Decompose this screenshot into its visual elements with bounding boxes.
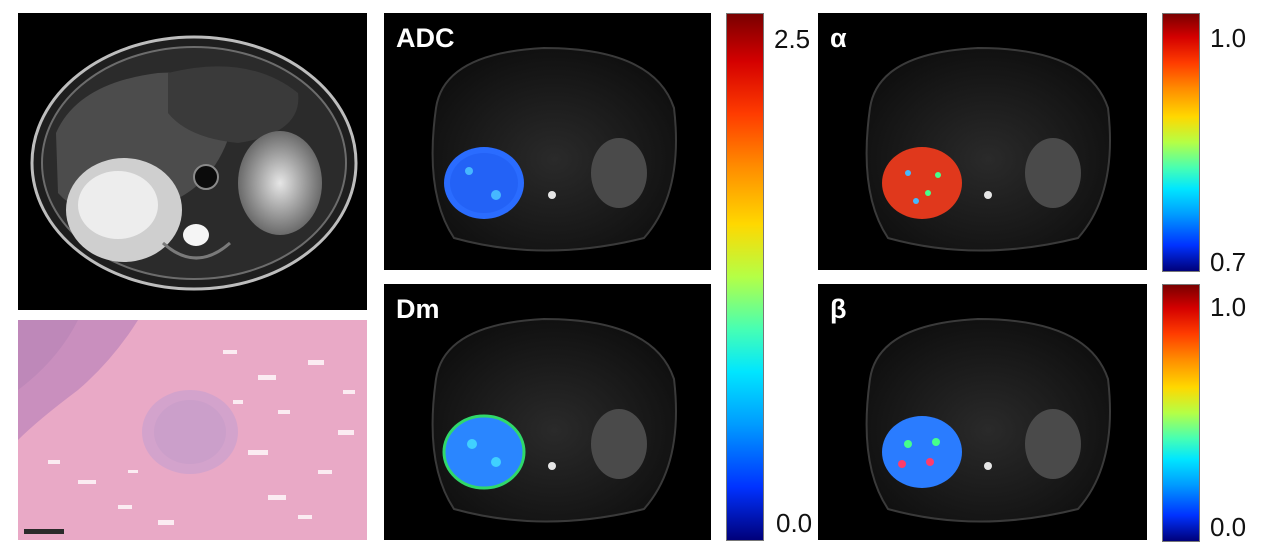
dm-map: Dm <box>384 284 711 540</box>
beta-colorbar-max: 1.0 <box>1210 292 1247 322</box>
alpha-colorbar-min: 0.7 <box>1210 247 1247 277</box>
alpha-label: α <box>830 23 847 53</box>
alpha-colorbar-max: 1.0 <box>1210 23 1247 53</box>
scale-bar <box>24 529 64 534</box>
beta-label: β <box>830 294 847 324</box>
beta-colorbar-min: 0.0 <box>1210 512 1247 542</box>
diffusion-colorbar-min: 0.0 <box>776 508 813 538</box>
diffusion-colorbar-max: 2.5 <box>774 24 811 54</box>
beta-colorbar <box>1162 284 1200 542</box>
dm-label: Dm <box>396 294 440 324</box>
alpha-colorbar <box>1162 13 1200 272</box>
adc-label: ADC <box>396 23 455 53</box>
t2-mri-image <box>18 13 367 310</box>
histology-image <box>18 320 367 540</box>
adc-map: ADC <box>384 13 711 270</box>
diffusion-colorbar <box>726 13 764 541</box>
beta-map: β <box>818 284 1147 540</box>
alpha-map: α <box>818 13 1147 270</box>
